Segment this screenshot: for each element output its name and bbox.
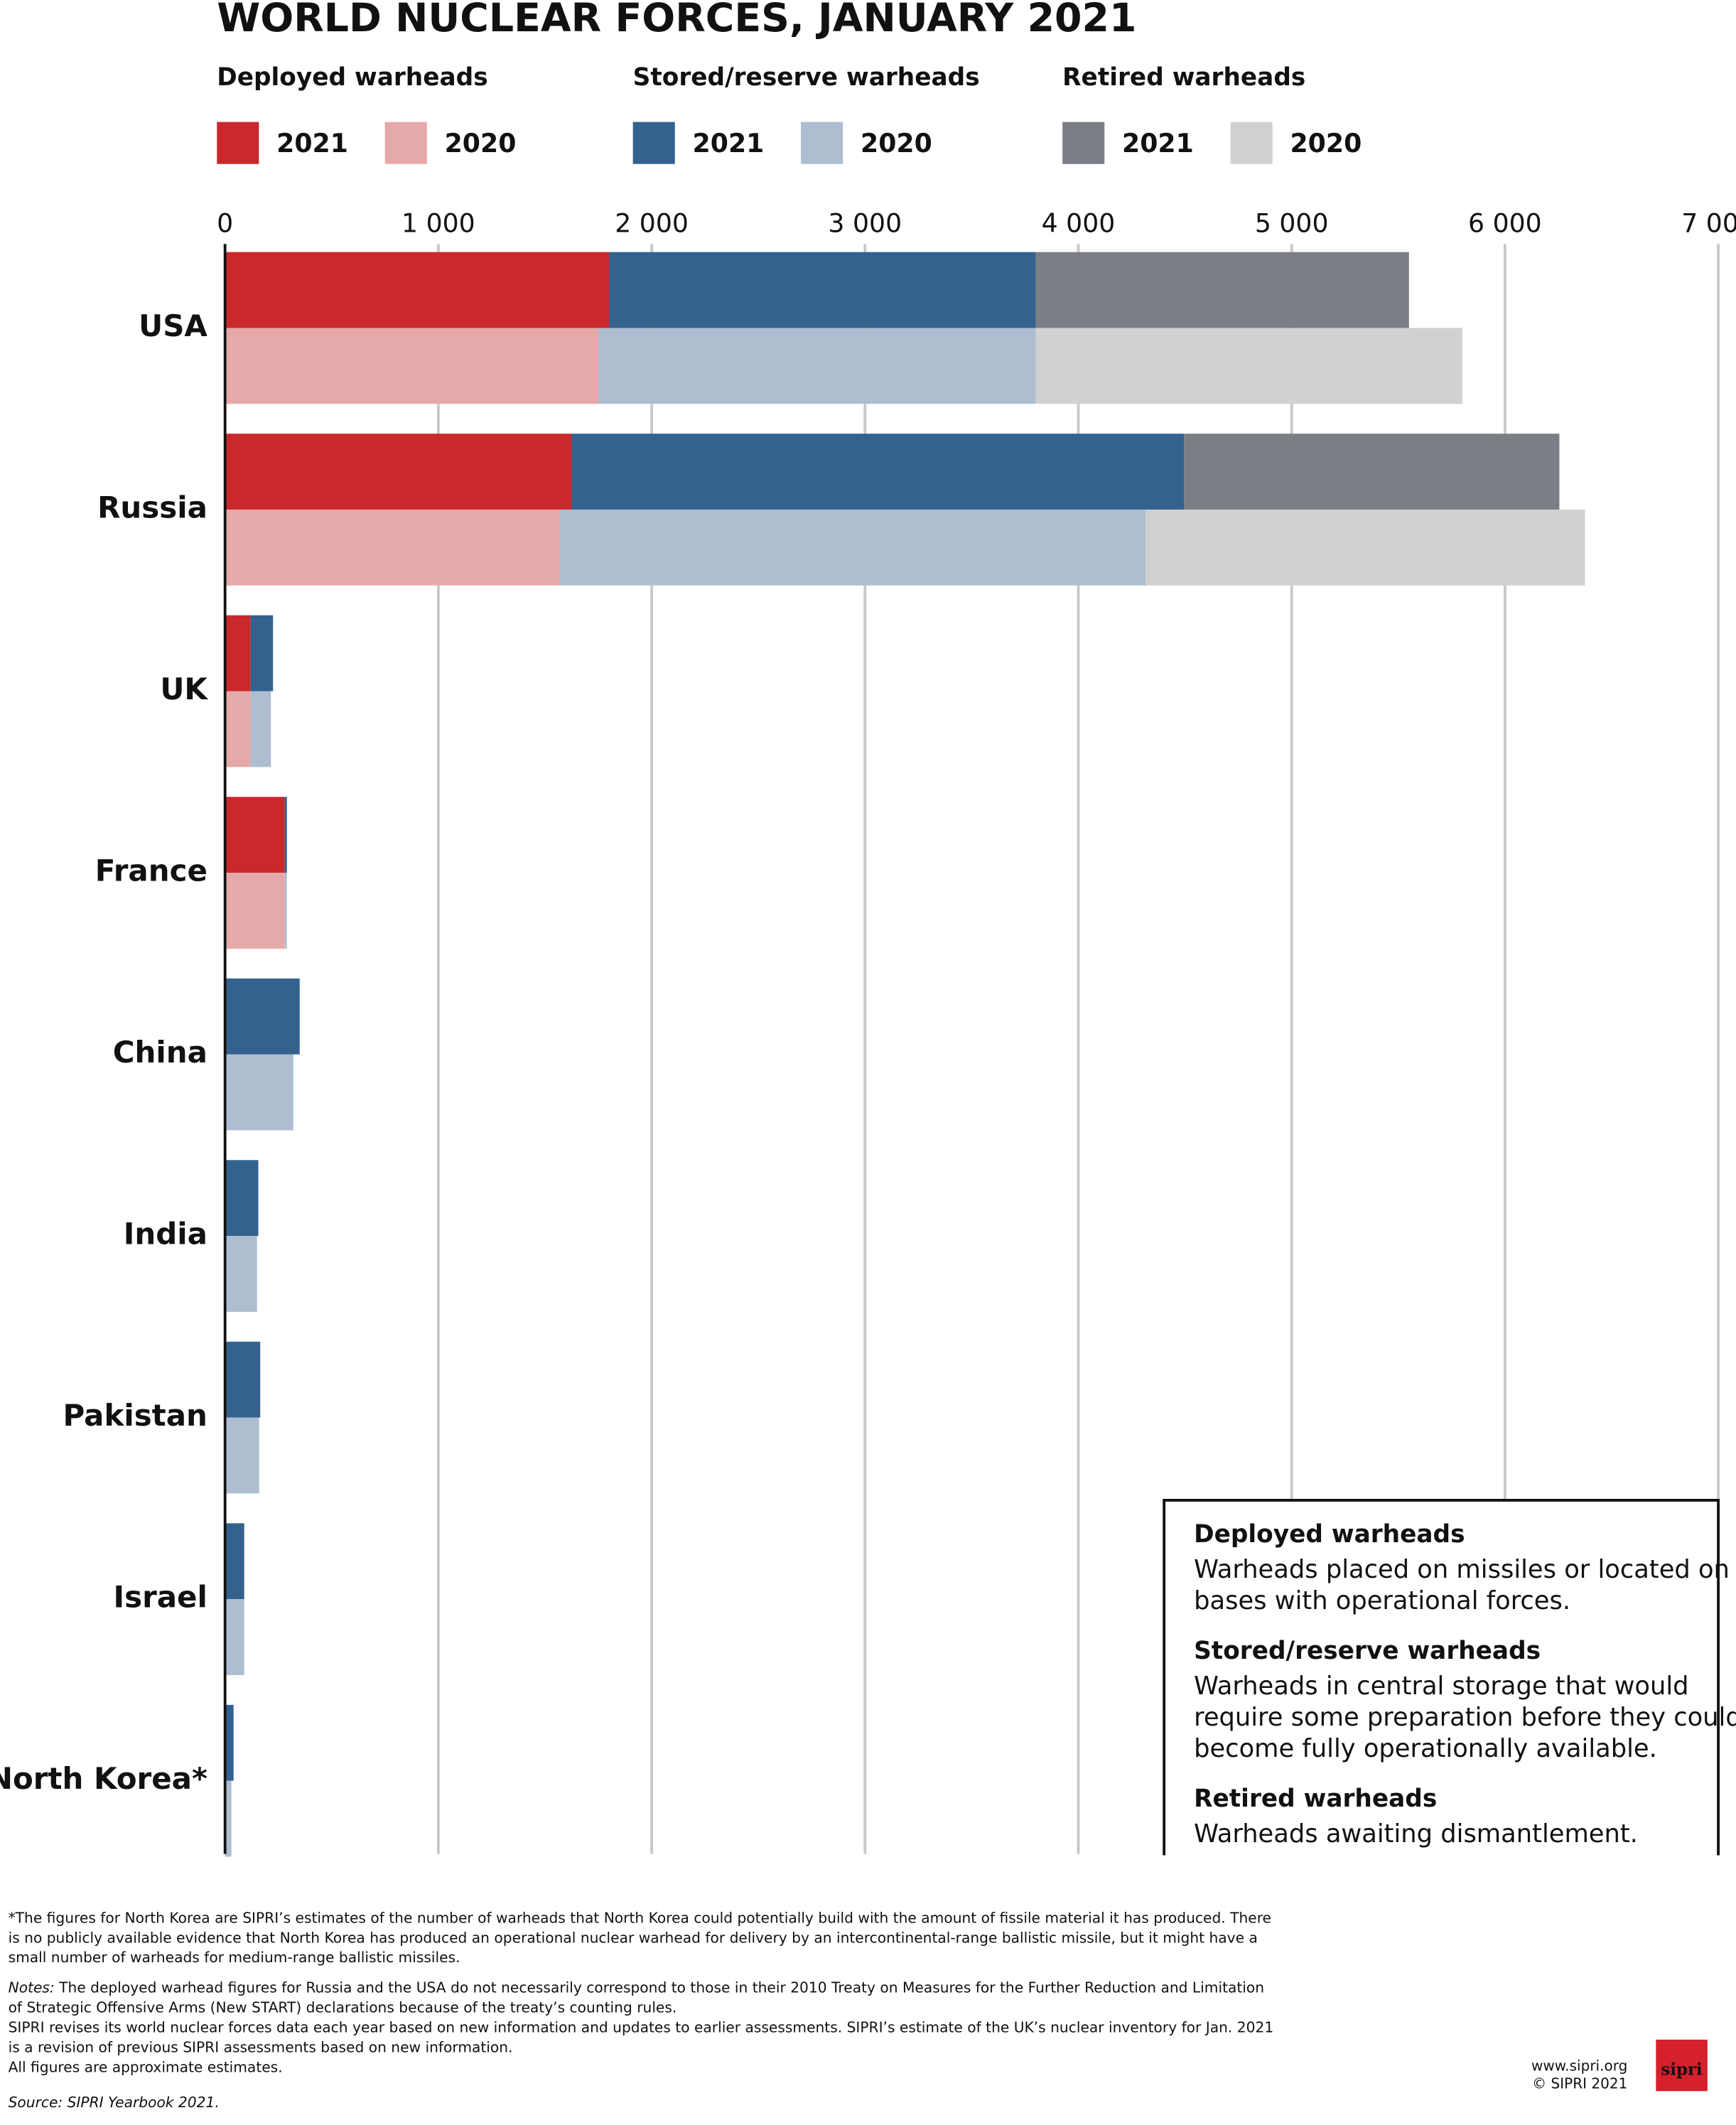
footnote: small number of warheads for medium-rang… (9, 1949, 460, 1966)
bar-segment (225, 1704, 234, 1781)
bar-segment (250, 691, 271, 768)
notes-text: All figures are approximate estimates. (9, 2058, 283, 2075)
bar-segment (225, 1523, 244, 1600)
bar-segment (1145, 509, 1585, 586)
definition-term: Deployed warheads (1194, 1520, 1465, 1549)
bar-segment (225, 434, 572, 510)
legend-heading: Deployed warheads (217, 63, 487, 92)
bar-segment (225, 1417, 259, 1494)
category-label: USA (139, 308, 207, 343)
x-tick-label: 7 000 (1681, 208, 1736, 239)
category-label: France (95, 854, 207, 888)
logo: sipri (1661, 2061, 1703, 2080)
logo-box (1656, 2039, 1708, 2092)
legend-heading: Retired warheads (1062, 63, 1305, 92)
legend-label: 2020 (861, 128, 932, 158)
notes-label: Notes: (9, 1979, 55, 1996)
x-tick-label: 6 000 (1468, 208, 1542, 239)
bar-segment (225, 1780, 232, 1857)
definition-text: Warheads placed on missiles or located o… (1194, 1555, 1730, 1584)
bar-segment (225, 1160, 259, 1237)
x-tick-label: 2 000 (615, 208, 689, 239)
notes-text: is a revision of previous SIPRI assessme… (9, 2038, 513, 2055)
bar-segment (284, 873, 287, 949)
bar-segment (571, 434, 1185, 510)
bar-segment (559, 509, 1146, 586)
category-label: China (113, 1035, 207, 1070)
bar-segment (225, 1054, 293, 1131)
legend-swatch (1062, 122, 1105, 164)
category-label: UK (160, 672, 208, 706)
bar-segment (225, 978, 300, 1055)
x-tick-label: 4 000 (1042, 208, 1116, 239)
definitions-box-border (1163, 1499, 1720, 1856)
x-tick-label: 0 (217, 208, 233, 239)
x-tick-label: 5 000 (1255, 208, 1329, 239)
notes-text: SIPRI revises its world nuclear forces d… (9, 2018, 1274, 2035)
notes-line: of Strategic Offensive Arms (New START) … (9, 1998, 677, 2016)
bar-segment (225, 1341, 261, 1418)
category-label: Russia (97, 490, 207, 524)
bar-segment (1035, 252, 1409, 328)
legend-swatch (632, 122, 675, 164)
definitions-box-bg (1164, 1500, 1736, 1856)
bar-segment (225, 1599, 244, 1675)
legend-swatch (384, 122, 427, 164)
legend-swatch (217, 122, 259, 164)
legend-label: 2020 (1290, 128, 1362, 158)
notes-line: All figures are approximate estimates. (9, 2058, 283, 2075)
bar-segment (225, 691, 251, 768)
source: Source: SIPRI Yearbook 2021. (9, 2094, 220, 2111)
category-label: Israel (114, 1580, 207, 1615)
notes-text: of Strategic Offensive Arms (New START) … (9, 1998, 677, 2016)
notes-line: Notes: The deployed warhead figures for … (9, 1979, 1265, 1996)
definition-text: require some preparation before they cou… (1194, 1703, 1736, 1732)
legend-label: 2020 (445, 128, 517, 158)
bar-segment (225, 509, 560, 586)
bar-segment (284, 797, 287, 873)
legend-label: 2021 (693, 128, 765, 158)
legend-heading: Stored/reserve warheads (633, 63, 980, 92)
bar-segment (250, 615, 274, 692)
x-tick-label: 1 000 (401, 208, 475, 239)
legend-label: 2021 (276, 128, 348, 158)
bar-segment (609, 252, 1036, 328)
bar-segment (598, 328, 1036, 404)
category-label: North Korea* (0, 1761, 207, 1796)
definition-text: bases with operational forces. (1194, 1586, 1570, 1615)
definition-term: Stored/reserve warheads (1194, 1637, 1541, 1665)
category-label: Pakistan (63, 1398, 207, 1433)
credit: © SIPRI 2021 (1532, 2075, 1627, 2092)
legend-swatch (1230, 122, 1273, 164)
notes-text: The deployed warhead figures for Russia … (55, 1979, 1264, 1996)
definition-text: become fully operationally available. (1194, 1734, 1657, 1763)
legend-label: 2021 (1122, 128, 1194, 158)
definition-text: Warheads awaiting dismantlement. (1194, 1819, 1638, 1849)
bar-segment (225, 252, 610, 328)
bar-segment (225, 328, 599, 404)
category-label: India (124, 1217, 207, 1252)
definition-text: Warheads in central storage that would (1194, 1672, 1688, 1701)
definition-term: Retired warheads (1194, 1785, 1437, 1813)
credit: www.sipri.org (1531, 2057, 1627, 2075)
x-tick-label: 3 000 (828, 208, 902, 239)
notes-line: is a revision of previous SIPRI assessme… (9, 2038, 513, 2055)
bar-segment (225, 797, 285, 873)
notes-line: SIPRI revises its world nuclear forces d… (9, 2018, 1274, 2035)
bar-segment (1035, 328, 1462, 404)
bar-segment (225, 615, 251, 692)
footnote: *The figures for North Korea are SIPRI’s… (9, 1910, 1271, 1927)
chart-title: WORLD NUCLEAR FORCES, JANUARY 2021 (217, 0, 1136, 41)
bar-segment (225, 1236, 257, 1312)
legend-swatch (801, 122, 843, 164)
bar-segment (1184, 434, 1560, 510)
bar-segment (225, 873, 285, 949)
footnote: is no publicly available evidence that N… (9, 1929, 1258, 1946)
